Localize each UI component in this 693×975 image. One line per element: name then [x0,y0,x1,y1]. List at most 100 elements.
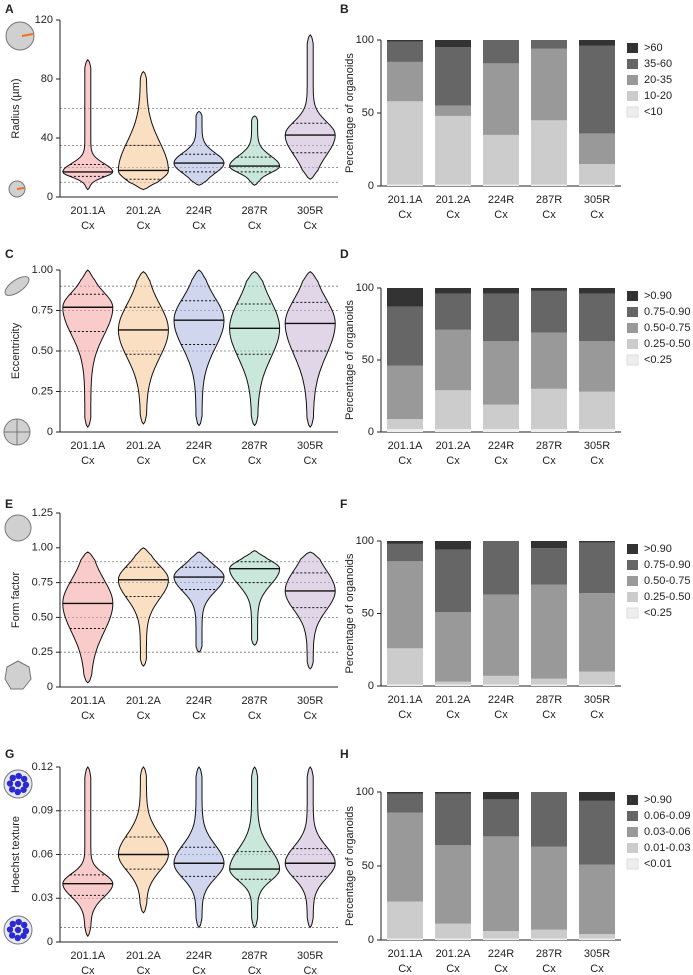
y-tick-label: 0.12 [32,761,53,773]
nucleus-dot [14,926,22,934]
bar-segment [579,288,615,294]
bar-segment [435,923,471,939]
y-tick-label: 0 [47,681,53,693]
panel-label: A [5,2,14,16]
icons [3,21,35,945]
x-tick-label: 201.1A Cx [388,948,424,975]
bar-segment [531,184,567,186]
nucleus-dot [6,780,14,787]
bar-segment [483,184,519,186]
legend-swatch [627,560,638,570]
y-tick-label: 0 [47,936,53,948]
bar-segment [483,134,519,185]
bar-segment [579,938,615,940]
bar-segment [531,938,567,940]
legend-swatch [627,544,638,554]
bar-segment [435,549,471,613]
nucleus-dot [20,932,27,939]
bar-segment [483,541,519,595]
y-tick-label: 0 [368,934,374,946]
x-tick-label: 201.1A Cx [70,440,106,467]
bar-segment [387,543,423,562]
violin-body [284,33,336,180]
legend-label: 0.03-0.06 [644,826,690,838]
x-tick-label: 201.1A Cx [70,205,106,232]
bar-segment [387,648,423,685]
bar-segment [483,799,519,837]
x-tick-label: 201.2A Cx [126,950,162,975]
bar-segment [483,931,519,939]
y-tick-label: 100 [356,282,374,294]
violin-body [173,269,225,427]
x-tick-label: 224R Cx [186,440,212,467]
violin-body [284,551,336,670]
legend-label: 0.50-0.75 [644,322,690,334]
violin-body [229,550,281,646]
bar-segment [483,675,519,685]
legend-label: 0.01-0.03 [644,842,690,854]
violin-body [62,269,114,428]
bar-segment [531,332,567,389]
violin-body [62,59,114,191]
bar-segment [483,293,519,342]
bar-segment [579,684,615,686]
bar-segment [579,864,615,935]
violin-body [229,766,281,929]
ellipse-icon [4,276,30,296]
legend-label: <0.01 [644,858,672,870]
bar-segment [579,671,615,685]
bar-segment [483,594,519,676]
bar-segment [483,429,519,432]
nucleus-dot [22,927,30,935]
bar-segment [435,329,471,391]
x-tick-label: 305R Cx [297,695,323,722]
bar-segment [387,541,423,544]
panel-label: F [340,497,347,511]
bar-segment [579,391,615,430]
violin-body [173,110,225,186]
bar-segment [579,593,615,672]
bar-segment [483,40,519,64]
x-tick-label: 224R Cx [488,694,514,721]
bar-segment [483,836,519,932]
violin-body [117,70,169,191]
bar-segment [387,288,423,307]
bar-segment [387,184,423,186]
legend-swatch [626,354,639,366]
x-tick-label: 287R Cx [241,205,267,232]
bar-segment [435,938,471,940]
bar-segment [387,792,423,794]
x-tick-label: 224R Cx [488,194,514,221]
bar-segment [435,684,471,686]
violin-body [284,766,336,929]
heptagon-icon [4,660,32,690]
y-tick-label: 0 [47,191,53,203]
bar-segment [435,390,471,430]
legend-swatch [627,43,638,53]
x-tick-label: 287R Cx [241,950,267,975]
bar-segment [531,846,567,930]
violin-body [117,270,169,425]
legend-swatch [627,323,638,333]
x-tick-label: 201.2A Cx [436,440,472,467]
violin-body [229,270,281,427]
nucleus-dot [9,920,16,928]
nucleus-dot [14,788,21,796]
violin-body [62,551,114,684]
legend-label: 0.75-0.90 [644,559,690,571]
bar-segment [531,584,567,679]
legend-swatch [626,106,639,118]
bar-segment [387,429,423,432]
x-tick-label: 305R Cx [584,694,610,721]
y-axis-title: Radius (µm) [10,78,22,138]
legend-label: <0.25 [644,354,672,366]
panel-label: B [340,2,349,16]
bar-segment [531,429,567,432]
bar-segment [387,901,423,939]
legend-label: 35-60 [644,58,672,70]
bar-segment [531,684,567,686]
bar-segment [435,288,471,294]
legend-swatch [627,795,638,805]
x-tick-label: 224R Cx [186,695,212,722]
bar-segment [531,541,567,549]
